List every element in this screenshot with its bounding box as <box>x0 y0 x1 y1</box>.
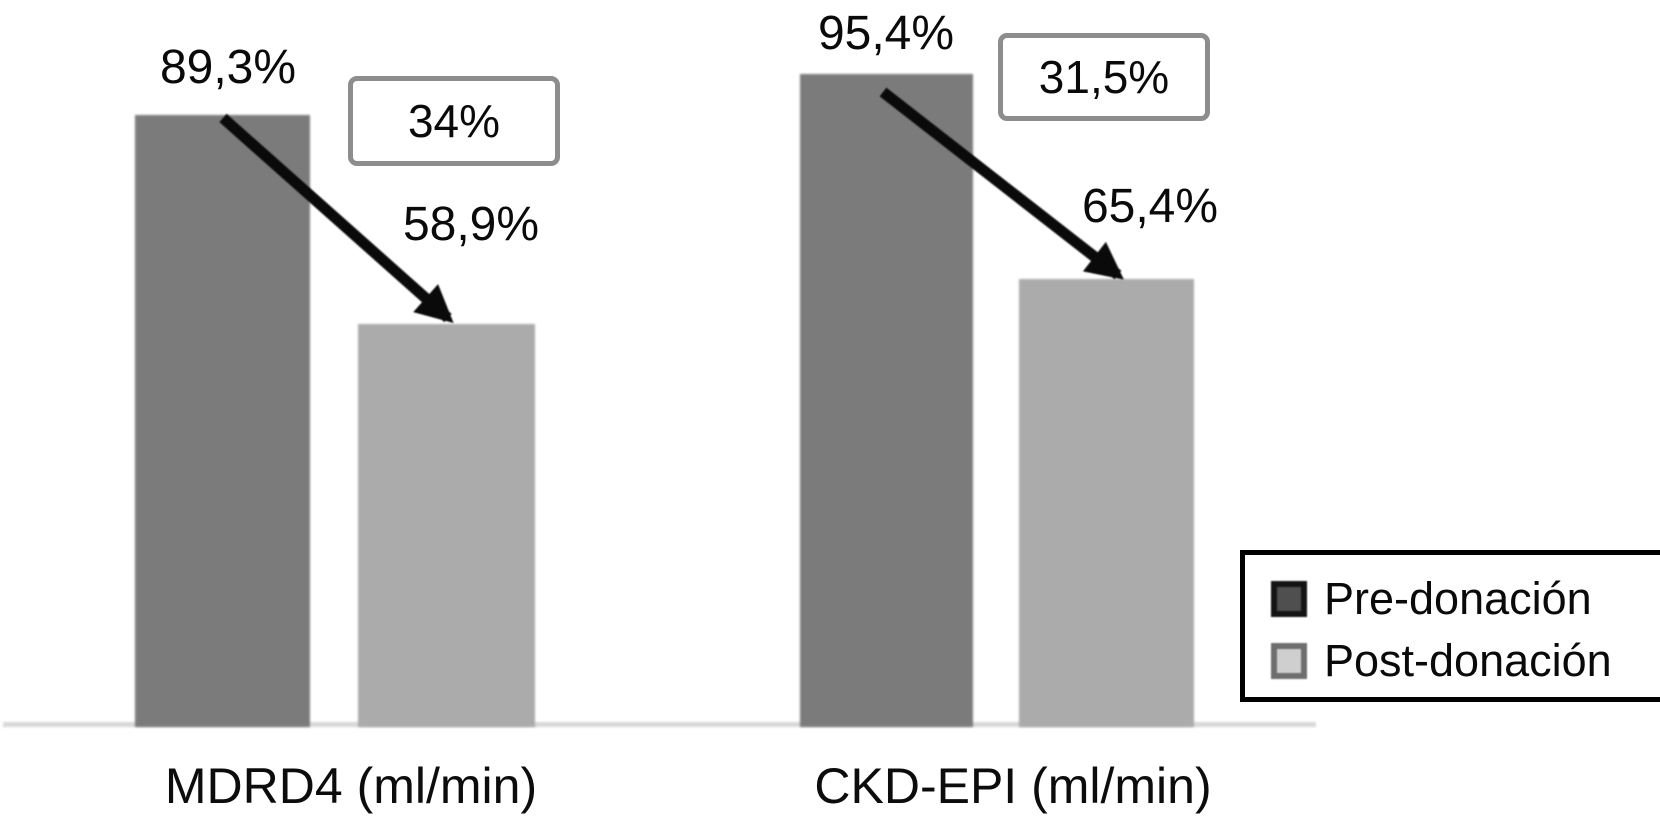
drop-percentage-label-ckdepi: 31,5% <box>1038 51 1170 103</box>
legend-label-post-donacion: Post-donación <box>1324 635 1612 686</box>
axis-label-ckdepi: CKD-EPI (ml/min) <box>814 758 1212 814</box>
bar-pre-donacion-mdrd4 <box>135 115 310 727</box>
legend-item-pre-donacion: Pre-donación <box>1271 573 1660 625</box>
value-label-pre-ckdepi: 95,4% <box>817 7 955 60</box>
axis-label-mdrd4: MDRD4 (ml/min) <box>164 758 538 814</box>
drop-percentage-label-mdrd4: 34% <box>407 95 501 147</box>
value-label-post-ckdepi: 65,4% <box>1081 180 1219 233</box>
bar-post-donacion-ckdepi <box>1019 279 1194 727</box>
legend: Pre-donación Post-donación <box>1240 550 1660 702</box>
legend-item-post-donacion: Post-donación <box>1271 635 1660 687</box>
drop-percentage-box-mdrd4: 34% <box>348 76 560 166</box>
pre-donacion-swatch-icon <box>1271 581 1307 617</box>
post-donacion-swatch-icon <box>1271 643 1307 679</box>
drop-percentage-box-ckdepi: 31,5% <box>998 33 1210 121</box>
value-label-pre-mdrd4: 89,3% <box>159 41 297 94</box>
legend-label-pre-donacion: Pre-donación <box>1324 573 1592 624</box>
x-axis-line <box>3 722 1316 727</box>
value-label-post-mdrd4: 58,9% <box>402 198 540 251</box>
bar-post-donacion-mdrd4 <box>358 324 535 727</box>
bar-pre-donacion-ckdepi <box>800 74 973 727</box>
